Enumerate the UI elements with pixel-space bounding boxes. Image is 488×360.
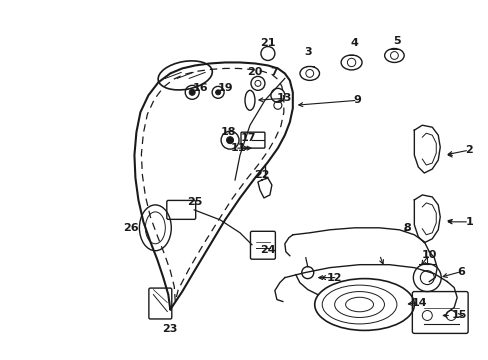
Text: 20: 20 <box>247 67 262 77</box>
Text: 10: 10 <box>421 250 436 260</box>
Text: 8: 8 <box>403 223 410 233</box>
Text: 11: 11 <box>230 143 245 153</box>
Text: 4: 4 <box>350 37 358 48</box>
Circle shape <box>189 89 195 95</box>
Circle shape <box>226 137 233 144</box>
Text: 26: 26 <box>122 223 138 233</box>
Circle shape <box>215 90 220 95</box>
Text: 13: 13 <box>277 93 292 103</box>
Text: 6: 6 <box>456 267 464 276</box>
Text: 1: 1 <box>464 217 472 227</box>
Text: 7: 7 <box>269 67 277 77</box>
Text: 21: 21 <box>260 37 275 48</box>
Text: 19: 19 <box>217 84 232 93</box>
Text: 15: 15 <box>450 310 466 320</box>
Text: 14: 14 <box>411 297 426 307</box>
Text: 3: 3 <box>304 48 311 58</box>
Text: 25: 25 <box>187 197 203 207</box>
Text: 24: 24 <box>260 245 275 255</box>
Text: 17: 17 <box>240 133 255 143</box>
Text: 5: 5 <box>393 36 400 46</box>
Text: 9: 9 <box>353 95 361 105</box>
Text: 16: 16 <box>192 84 207 93</box>
Text: 18: 18 <box>220 127 235 137</box>
Text: 23: 23 <box>163 324 178 334</box>
Text: 12: 12 <box>326 273 342 283</box>
Text: 22: 22 <box>254 170 269 180</box>
Text: 2: 2 <box>464 145 472 155</box>
